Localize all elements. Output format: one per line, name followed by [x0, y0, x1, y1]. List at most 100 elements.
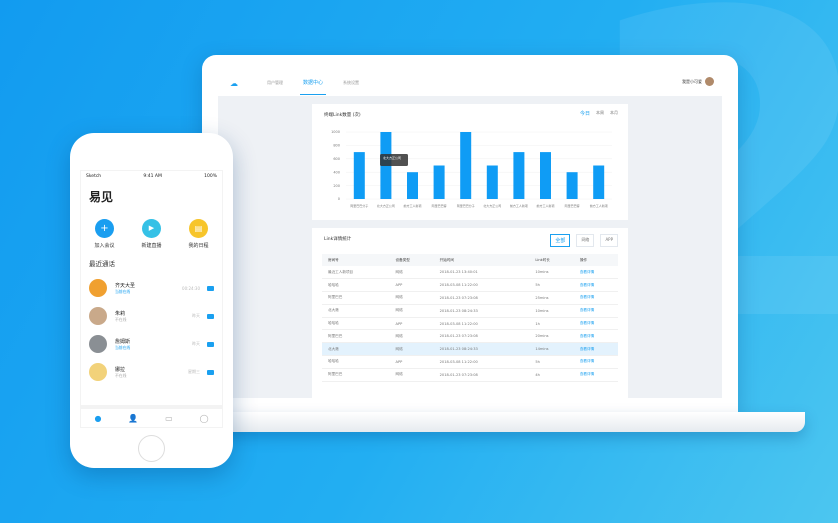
table-row[interactable]: 哈哈哈 APP 2018-03-08 11:22:00 5h 查看详情 [322, 278, 618, 293]
table-cell: 哈哈哈 [322, 278, 390, 293]
table-cell: APP [389, 355, 434, 369]
table-cell: 2018-01-23 08:24:33 [433, 304, 530, 318]
view-details-link[interactable]: 查看详情 [573, 329, 618, 344]
chart-title: 终端Link数量 (次) [324, 113, 361, 118]
table-cell: 4h [529, 368, 574, 382]
table-row[interactable]: 阿里巴巴 网络 2018-01-23 07:23:08 4h 查看详情 [322, 368, 618, 382]
table-cell: 2018-01-23 13:40:01 [433, 266, 530, 280]
laptop-base [185, 412, 805, 432]
x-tick-label: 阿里巴巴客 [432, 203, 447, 208]
user-menu[interactable]: 我是小可爱 [682, 77, 714, 86]
view-details-link[interactable]: 查看详情 [573, 291, 618, 305]
table-cell: APP [389, 317, 434, 331]
filter-network[interactable]: 网络 [576, 234, 595, 247]
table-cell: 5h [529, 355, 574, 369]
view-details-link[interactable]: 查看详情 [573, 278, 618, 293]
video-icon: ▶ [141, 219, 161, 238]
view-details-link[interactable]: 查看详情 [573, 342, 618, 357]
avatar [89, 307, 107, 325]
contact-item[interactable]: 齐天大圣 当前在线 00:24:30 [81, 274, 222, 302]
contact-status: 不在线 [115, 372, 127, 378]
call-time: 00:24:30 [182, 285, 200, 291]
y-tick-label: 0 [338, 197, 340, 201]
table-cell: 阿里巴巴 [322, 329, 390, 344]
filter-all[interactable]: 全部 [550, 234, 571, 247]
filter-app[interactable]: APP [600, 234, 618, 247]
table-row[interactable]: 哈哈哈 APP 2018-03-08 11:22:00 5h 查看详情 [322, 355, 618, 369]
folder-tab-icon[interactable]: ▭ [165, 413, 173, 423]
table-row[interactable]: 最近工人新项目 网络 2018-01-23 13:40:01 10mins 查看详情 [322, 266, 618, 280]
call-time: 昨天 [192, 341, 200, 346]
message-icon[interactable] [207, 313, 214, 319]
bar [566, 172, 578, 199]
nav-settings[interactable]: 系统设置 [343, 80, 360, 85]
bar [407, 172, 418, 199]
table-row[interactable]: 哈哈哈 APP 2018-03-08 11:22:00 1h 查看详情 [322, 317, 618, 331]
phone-mockup: Sketch 9:41 AM 100% 易见 + 加入会议 ▶ 新建直播 ▤ 我的日程… [70, 133, 233, 468]
y-tick-label: 200 [333, 184, 340, 188]
nav-users[interactable]: 用户管理 [267, 80, 283, 85]
message-icon[interactable] [207, 285, 214, 291]
table-cell: 最近工人新项目 [322, 266, 390, 280]
table-title: Link详情统计 [324, 237, 352, 242]
join-meeting-button[interactable]: + 加入会议 [94, 219, 115, 249]
contact-item[interactable]: 詹姆斯 当前在线 昨天 [81, 330, 222, 358]
chart-card: 终端Link数量 (次) 今日 本周 本月 0 200 400 600 800 1000 阿… [312, 104, 628, 220]
contact-item[interactable]: 娜拉 不在线 星期三 [81, 358, 222, 386]
tab-month[interactable]: 本月 [610, 110, 618, 115]
x-tick-label: 阿里巴巴客 [565, 203, 580, 208]
y-tick-label: 600 [333, 157, 340, 161]
contact-item[interactable]: 朱莉 不在线 昨天 [81, 302, 222, 330]
period-tabs: 今日 本周 本月 [580, 110, 618, 117]
table-row[interactable]: 北大港 网络 2018-01-23 08:24:33 14mins 查看详情 [322, 342, 618, 357]
profile-tab-icon[interactable]: ◯ [199, 413, 209, 423]
table-cell: 阿里巴巴 [322, 368, 390, 382]
top-nav: ☁ 用户管理 数据中心 系统设置 我是小可爱 [218, 70, 722, 96]
x-tick-label: 前方工人新项 [403, 203, 421, 208]
table-cell: 网络 [389, 368, 434, 382]
view-details-link[interactable]: 查看详情 [573, 266, 618, 280]
table-row[interactable]: 阿里巴巴 网络 2018-01-23 07:23:08 20mins 查看详情 [322, 329, 618, 344]
view-details-link[interactable]: 查看详情 [573, 317, 618, 331]
avatar [89, 279, 107, 297]
home-button[interactable] [138, 435, 165, 462]
table-cell: 阿里巴巴 [322, 291, 390, 305]
contacts-tab-icon[interactable]: 👤 [128, 413, 139, 423]
call-time: 昨天 [192, 313, 200, 318]
view-details-link[interactable]: 查看详情 [573, 368, 618, 382]
column-header: Link时长 [529, 254, 574, 266]
x-tick-label: 前方工人新项 [536, 203, 554, 208]
table-row[interactable]: 阿里巴巴 网络 2018-01-23 07:23:08 25mins 查看详情 [322, 291, 618, 305]
table-cell: 网络 [389, 266, 434, 280]
table-cell: 2018-01-23 07:23:08 [433, 329, 530, 344]
contact-name: 娜拉 [115, 366, 126, 373]
message-icon[interactable] [207, 341, 214, 347]
x-tick-label: 阿里巴巴分子 [457, 203, 475, 208]
avatar [89, 363, 107, 381]
bar [353, 152, 365, 199]
tab-week[interactable]: 本周 [596, 110, 604, 115]
tab-today[interactable]: 今日 [579, 111, 590, 117]
filter-tabs: 全部 网络 APP [550, 234, 618, 247]
message-icon[interactable] [207, 369, 214, 375]
column-header: 操作 [573, 254, 618, 266]
plus-icon: + [94, 219, 114, 238]
bar [460, 132, 472, 199]
my-schedule-button[interactable]: ▤ 我的日程 [188, 219, 209, 249]
phone-tab-icon[interactable]: ● [94, 413, 102, 423]
table-row[interactable]: 北大港 网络 2018-01-23 08:24:33 10mins 查看详情 [322, 304, 618, 318]
new-live-button[interactable]: ▶ 新建直播 [141, 219, 162, 249]
tooltip-text: 北大方正公司 [383, 155, 401, 160]
table-cell: 网络 [389, 304, 434, 318]
contact-name: 詹姆斯 [115, 338, 131, 345]
y-tick-label: 400 [333, 170, 340, 174]
dashboard-screen: ☁ 用户管理 数据中心 系统设置 我是小可爱 终端Link数量 (次) 今日 本… [218, 70, 722, 398]
table-cell: 2018-03-08 11:22:00 [433, 355, 530, 369]
subtitle-line [89, 205, 222, 209]
view-details-link[interactable]: 查看详情 [573, 304, 618, 318]
view-details-link[interactable]: 查看详情 [573, 355, 618, 369]
nav-data-center[interactable]: 数据中心 [300, 71, 327, 95]
contact-status: 当前在线 [115, 344, 131, 350]
table-cell: 北大港 [322, 342, 390, 357]
